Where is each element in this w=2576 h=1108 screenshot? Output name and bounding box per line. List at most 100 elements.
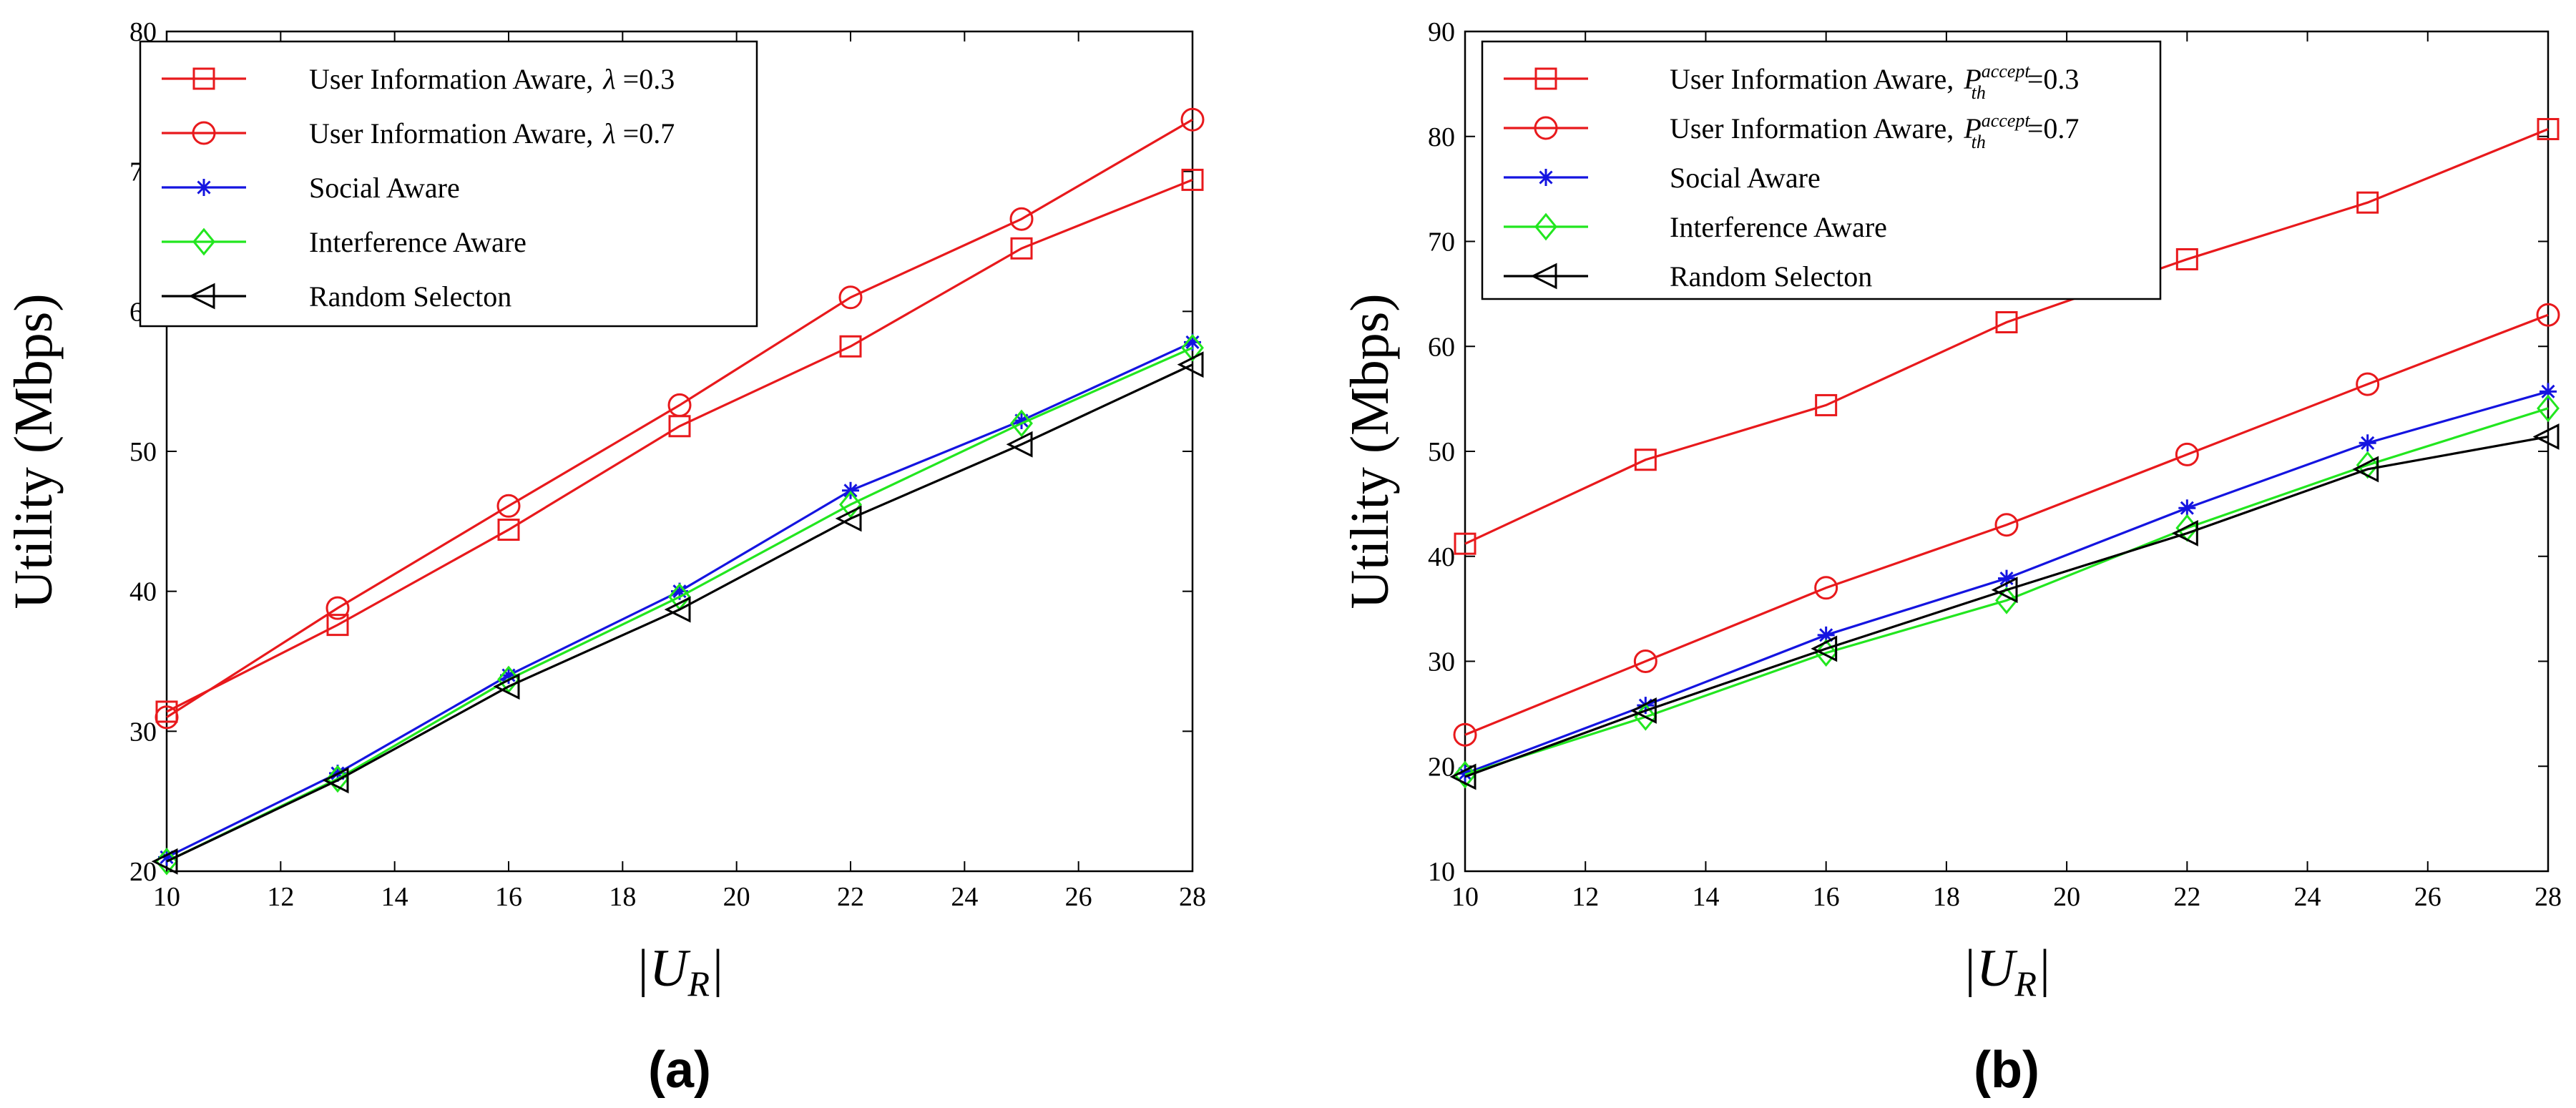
chart-b-series-4-point bbox=[2171, 520, 2198, 546]
chart-a-series-1-point bbox=[155, 705, 179, 730]
chart-a-x-tick-label: 12 bbox=[267, 882, 294, 912]
chart-b-x-tick-label: 16 bbox=[1813, 882, 1840, 912]
chart-a-legend-param-value: =0.3 bbox=[616, 63, 675, 95]
chart-a-series-2-point bbox=[1184, 333, 1201, 351]
chart-b-series-0-line bbox=[1464, 127, 2549, 545]
chart-a-y-tick-label: 30 bbox=[129, 717, 157, 747]
chart-b-legend-label-name: User Information Aware, bbox=[1670, 63, 1954, 95]
chart-b-series-3-point bbox=[1995, 587, 2018, 614]
chart-b-series-0-point bbox=[1634, 448, 1657, 471]
chart-a-series-0-point bbox=[1181, 168, 1204, 191]
chart-a-series-4-line bbox=[166, 363, 1193, 863]
chart-b-x-tick-label: 14 bbox=[1692, 882, 1719, 912]
chart-a-series-2-point bbox=[842, 481, 859, 499]
chart-b-y-tick-label: 90 bbox=[1428, 17, 1455, 47]
chart-a-x-axis-label: |UR| bbox=[635, 939, 725, 1004]
chart-a-series-0-point bbox=[497, 519, 520, 541]
chart-b-x-tick-label: 12 bbox=[1572, 882, 1599, 912]
chart-b-series-0-point bbox=[1815, 393, 1838, 416]
chart-b-series-4 bbox=[1449, 423, 2560, 790]
chart-b-series-3-point bbox=[2356, 451, 2379, 479]
chart-b-series-2-point bbox=[2359, 434, 2376, 452]
chart-a-x-tick-label: 20 bbox=[723, 882, 750, 912]
chart-a-series-4-point bbox=[151, 848, 178, 875]
chart-b-series-4-line bbox=[1464, 435, 2549, 778]
chart-a-legend-marker bbox=[192, 121, 216, 145]
chart-b-y-axis-label: Utility (Mbps) bbox=[1340, 293, 1400, 609]
chart-b-legend-param-sup: accept bbox=[1982, 61, 2031, 82]
chart-b-legend-label-name: Random Selecton bbox=[1670, 260, 1872, 293]
chart-a-y-tick-label: 20 bbox=[129, 857, 157, 887]
chart-a-x-tick-label: 10 bbox=[153, 882, 180, 912]
chart-a-series-1-line bbox=[166, 118, 1193, 719]
chart-a-series-2-point bbox=[158, 848, 175, 866]
chart-b-series-1-point bbox=[2175, 442, 2199, 466]
chart-b-x-axis-label-main: |U bbox=[1962, 939, 2018, 998]
chart-b-legend-label-name: Social Aware bbox=[1670, 162, 1821, 194]
chart-b-series-2-point bbox=[2178, 499, 2196, 517]
chart-b-legend-label: Interference Aware bbox=[1670, 211, 1887, 243]
chart-a-x-axis-label-main: |U bbox=[635, 939, 691, 998]
chart-b-x-tick-label: 18 bbox=[1933, 882, 1960, 912]
chart-a-x-axis-label-sub: R bbox=[687, 964, 710, 1004]
chart-a-series-3-point bbox=[1010, 409, 1033, 438]
chart-a-x-tick-label: 24 bbox=[951, 882, 978, 912]
chart-a-series-1 bbox=[155, 107, 1205, 730]
chart-a-series-1-point bbox=[1009, 207, 1034, 231]
chart-b-series-2-point bbox=[1998, 569, 2015, 587]
chart-a: 1012141618202224262820304050607080Utilit… bbox=[4, 17, 1206, 1099]
chart-b-series-2-point bbox=[1817, 626, 1835, 644]
chart-b-legend-param: P bbox=[1963, 112, 1981, 144]
chart-a-y-tick-label: 50 bbox=[129, 437, 157, 467]
chart-b-legend-marker bbox=[1534, 67, 1557, 90]
chart-a-x-tick-label: 26 bbox=[1065, 882, 1092, 912]
chart-a-legend-param: λ bbox=[602, 117, 615, 149]
chart-b-series-3-point bbox=[2537, 394, 2560, 423]
chart-a-series-1-point bbox=[1180, 107, 1205, 132]
chart-b-y-tick-label: 40 bbox=[1428, 542, 1455, 572]
chart-a-series-0-point bbox=[839, 335, 862, 358]
chart-a-series-2-point bbox=[500, 667, 517, 685]
chart-b-legend-marker bbox=[1534, 212, 1557, 241]
chart-b-series-1-point bbox=[1633, 649, 1657, 673]
chart-a-series-4-point bbox=[493, 673, 520, 700]
chart-a-series-3-point bbox=[1181, 333, 1204, 362]
chart-a-panel-label: (a) bbox=[648, 1041, 711, 1099]
chart-b-y-tick-label: 70 bbox=[1428, 227, 1455, 258]
chart-a-series-3-point bbox=[326, 765, 349, 793]
chart-a-series-2-point bbox=[671, 582, 688, 600]
chart-b-legend-marker bbox=[1530, 263, 1557, 290]
chart-b-y-tick-label: 10 bbox=[1428, 857, 1455, 887]
chart-b-y-tick-label: 30 bbox=[1428, 647, 1455, 677]
chart-b-series-3-point bbox=[1814, 639, 1838, 667]
chart-b-series-1 bbox=[1453, 303, 2560, 747]
chart-a-y-tick-label: 40 bbox=[129, 577, 157, 607]
chart-a-legend-label-name: User Information Aware, bbox=[309, 63, 593, 95]
chart-b-y-tick-label: 80 bbox=[1428, 122, 1455, 152]
chart-b-x-tick-label: 22 bbox=[2173, 882, 2200, 912]
chart-b-legend-label: User Information Aware, Paccept th =0.3 bbox=[1670, 61, 2079, 103]
chart-b-series-1-point bbox=[1994, 513, 2019, 537]
chart-b-x-axis-label-sub: R bbox=[2014, 964, 2037, 1004]
chart-b-y-tick-label: 20 bbox=[1428, 752, 1455, 782]
chart-b-series-2-point bbox=[2540, 383, 2557, 401]
chart-b-legend-param-sub: th bbox=[1972, 82, 1986, 103]
chart-b-y-tick-label: 50 bbox=[1428, 437, 1455, 467]
chart-a-legend-marker bbox=[192, 227, 215, 256]
chart-a-series-4-point bbox=[322, 767, 349, 794]
chart-b-legend-param-sup: accept bbox=[1982, 110, 2031, 131]
chart-b-series-0-point bbox=[2175, 247, 2198, 270]
chart-b-x-tick-label: 20 bbox=[2053, 882, 2080, 912]
chart-a-legend-marker bbox=[192, 67, 215, 90]
chart-a-legend-param: λ bbox=[602, 63, 615, 95]
chart-a-x-axis-label-end: | bbox=[710, 939, 724, 998]
chart-b-legend-param-sub: th bbox=[1972, 132, 1986, 152]
chart-a-series-4-point bbox=[664, 596, 691, 623]
chart-b-legend-label-name: Interference Aware bbox=[1670, 211, 1887, 243]
chart-b-legend-frame bbox=[1481, 40, 2162, 300]
chart-b-series-0-point bbox=[2356, 191, 2379, 214]
chart-b-panel-label: (b) bbox=[1974, 1041, 2039, 1099]
chart-b-series-4-point bbox=[1991, 577, 2018, 604]
